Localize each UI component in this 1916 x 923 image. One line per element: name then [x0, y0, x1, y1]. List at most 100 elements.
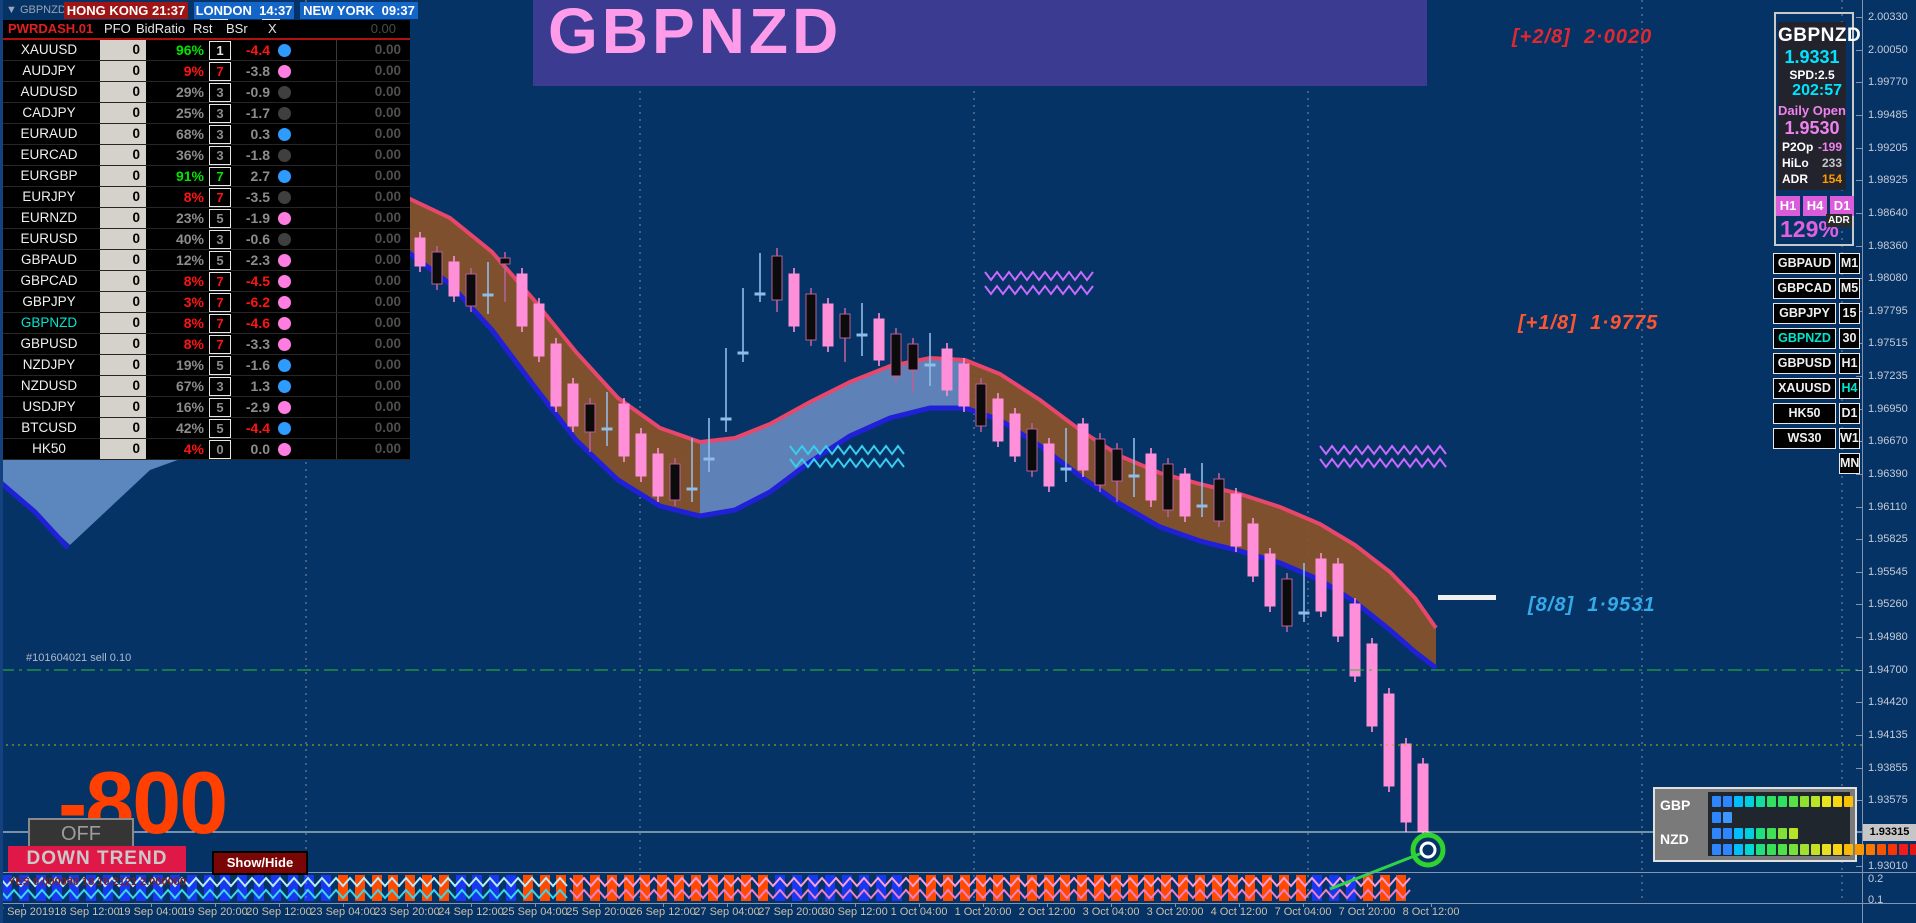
time-tick-label: 18 Sep 12:00 [54, 906, 120, 918]
candle [1366, 638, 1378, 732]
strip-bar [136, 875, 147, 901]
time-tick-mark [407, 903, 408, 907]
time-tick-label: 23 Sep 04:00 [310, 906, 376, 918]
subwindow-separator-top[interactable] [0, 872, 1916, 873]
signal-dot-icon [278, 233, 291, 246]
price-tick-mark [1856, 539, 1862, 540]
dashboard-row-AUDUSD[interactable]: AUDUSD 0 29% 3 -0.9 0.00 [0, 82, 410, 103]
strip-bar [1245, 875, 1256, 901]
pairlist-timeframe-M1[interactable]: M1 [1839, 253, 1860, 274]
row-value: 0.00 [336, 397, 401, 417]
signal-dot-icon [278, 422, 291, 435]
dashboard-row-NZDJPY[interactable]: NZDJPY 0 19% 5 -1.6 0.00 [0, 355, 410, 376]
time-tick-mark [535, 903, 536, 907]
strip-bar [18, 875, 29, 901]
dashboard-row-EURGBP[interactable]: EURGBP 0 91% 7 2.7 0.00 [0, 166, 410, 187]
open-order-label: #101604021 sell 0.10 [26, 652, 132, 664]
subwindow-separator-bottom[interactable] [0, 903, 1916, 904]
dashboard-row-XAUUSD[interactable]: XAUUSD 0 96% 1 -4.4 0.00 [0, 40, 410, 61]
timeframe-button-d1[interactable]: D1 [1830, 196, 1854, 216]
dashboard-row-HK50[interactable]: HK50 0 4% 0 0.0 0.00 [0, 439, 410, 460]
strip-bar [388, 875, 399, 901]
off-toggle-button[interactable]: OFF [28, 818, 134, 850]
strength-segment [1877, 844, 1886, 855]
signal-strip-subwindow [0, 874, 1412, 902]
pair-name: GBPJPY [22, 294, 76, 309]
signal-dot-icon [278, 254, 291, 267]
bsr-value: -4.5 [245, 273, 270, 289]
level-white-segment [1438, 595, 1496, 600]
pairlist-button-HK50[interactable]: HK50 [1773, 403, 1836, 424]
dashboard-row-BTCUSD[interactable]: BTCUSD 0 42% 5 -4.4 0.00 [0, 418, 410, 439]
strength-segment [1734, 844, 1743, 855]
strip-zigzag-upper [569, 876, 1411, 888]
timeframe-button-h1[interactable]: H1 [1776, 196, 1800, 216]
strength-segment [1811, 796, 1820, 807]
dashboard-row-NZDUSD[interactable]: NZDUSD 0 67% 3 1.3 0.00 [0, 376, 410, 397]
strip-bar [1178, 875, 1188, 901]
strength-segment [1888, 844, 1897, 855]
pairlist-button-GBPAUD[interactable]: GBPAUD [1773, 253, 1836, 274]
time-tick-mark [791, 903, 792, 907]
dashboard-row-GBPAUD[interactable]: GBPAUD 0 12% 5 -2.3 0.00 [0, 250, 410, 271]
dashboard-row-CADJPY[interactable]: CADJPY 0 25% 3 -1.7 0.00 [0, 103, 410, 124]
strength-segment [1712, 812, 1721, 823]
strip-bar [1144, 875, 1155, 901]
time-tick-label: 3 Oct 20:00 [1146, 906, 1204, 918]
pairlist-button-XAUUSD[interactable]: XAUUSD [1773, 378, 1836, 399]
pairlist-timeframe-30[interactable]: 30 [1839, 328, 1860, 349]
info-candle-countdown: 202:57 [1792, 82, 1842, 99]
dashboard-row-GBPUSD[interactable]: GBPUSD 0 8% 7 -3.3 0.00 [0, 334, 410, 355]
pairlist-timeframe-H1[interactable]: H1 [1839, 353, 1860, 374]
pfo-value: 0 [100, 397, 146, 417]
candle [618, 398, 630, 462]
bidratio-value: 68% [175, 126, 204, 142]
row-value: 0.00 [336, 250, 401, 270]
dashboard-row-USDJPY[interactable]: USDJPY 0 16% 5 -2.9 0.00 [0, 397, 410, 418]
dashboard-row-EURNZD[interactable]: EURNZD 0 23% 5 -1.9 0.00 [0, 208, 410, 229]
dashboard-row-EURJPY[interactable]: EURJPY 0 8% 7 -3.5 0.00 [0, 187, 410, 208]
signal-dot-icon [278, 359, 291, 372]
dashboard-row-GBPJPY[interactable]: GBPJPY 0 3% 7 -6.2 0.00 [0, 292, 410, 313]
dashboard-row-EURAUD[interactable]: EURAUD 0 68% 3 0.3 0.00 [0, 124, 410, 145]
strip-bar [623, 875, 634, 901]
pairlist-timeframe-H4[interactable]: H4 [1839, 378, 1860, 399]
dashboard-row-EURUSD[interactable]: EURUSD 0 40% 3 -0.6 0.00 [0, 229, 410, 250]
strip-bar [690, 875, 701, 901]
pairlist-timeframe-D1[interactable]: D1 [1839, 403, 1860, 424]
pairlist-timeframe-15[interactable]: 15 [1839, 303, 1860, 324]
candle [635, 428, 647, 482]
strip-bar [153, 875, 164, 901]
pairlist-button-GBPCAD[interactable]: GBPCAD [1773, 278, 1836, 299]
strength-segment [1734, 796, 1743, 807]
time-tick-mark [1239, 903, 1240, 907]
info-p2op-label: P2Op [1782, 140, 1814, 154]
dashboard-row-AUDJPY[interactable]: AUDJPY 0 9% 7 -3.8 0.00 [0, 61, 410, 82]
pairlist-timeframe-W1[interactable]: W1 [1839, 428, 1860, 449]
candle [499, 252, 511, 302]
pairlist-button-GBPJPY[interactable]: GBPJPY [1773, 303, 1836, 324]
strip-zigzag-lower [0, 888, 568, 900]
dashboard-row-GBPNZD[interactable]: GBPNZD 0 8% 7 -4.6 0.00 [0, 313, 410, 334]
pairlist-timeframe-MN[interactable]: MN [1839, 453, 1860, 474]
timeframe-button-h4[interactable]: H4 [1803, 196, 1827, 216]
bsr-value: -3.3 [245, 336, 270, 352]
pairlist-button-GBPUSD[interactable]: GBPUSD [1773, 353, 1836, 374]
time-tick-label: 1 Oct 04:00 [890, 906, 948, 918]
pair-name: AUDJPY [22, 63, 76, 78]
rst-value: 3 [209, 125, 231, 144]
dashboard-title[interactable]: PWRDASH.01 [8, 21, 94, 36]
pairlist-button-WS30[interactable]: WS30 [1773, 428, 1836, 449]
showhide-button[interactable]: Show/Hide [212, 851, 308, 875]
dashboard-row-GBPCAD[interactable]: GBPCAD 0 8% 7 -4.5 0.00 [0, 271, 410, 292]
info-symbol: GBPNZD [1778, 25, 1862, 46]
signal-dot-icon [278, 443, 291, 456]
dashboard-row-EURCAD[interactable]: EURCAD 0 36% 3 -1.8 0.00 [0, 145, 410, 166]
strength-segment [1800, 844, 1809, 855]
strength-segment [1767, 796, 1776, 807]
pairlist-button-GBPNZD[interactable]: GBPNZD [1773, 328, 1836, 349]
strip-bar [1060, 875, 1071, 901]
candle [805, 288, 817, 346]
pairlist-timeframe-M5[interactable]: M5 [1839, 278, 1860, 299]
pfo-value: 0 [100, 103, 146, 123]
